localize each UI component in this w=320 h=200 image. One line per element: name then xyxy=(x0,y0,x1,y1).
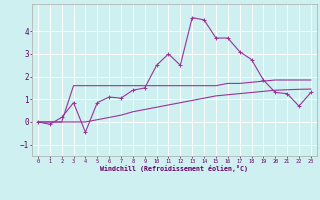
X-axis label: Windchill (Refroidissement éolien,°C): Windchill (Refroidissement éolien,°C) xyxy=(100,165,248,172)
